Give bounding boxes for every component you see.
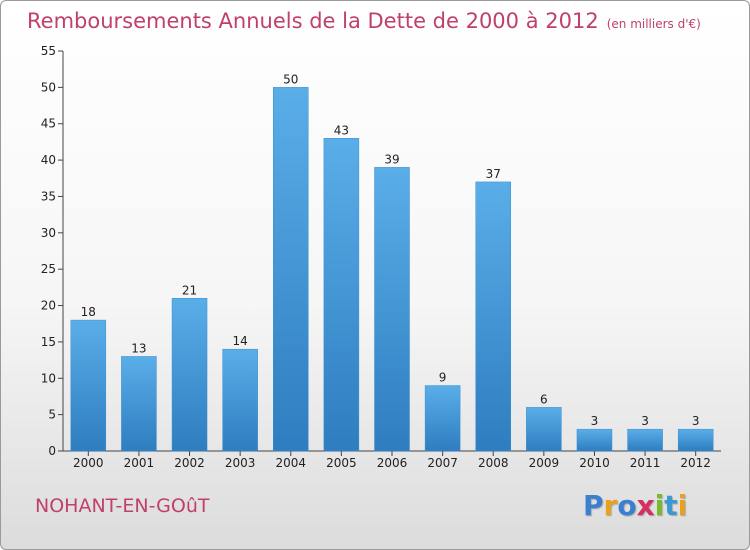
logo-letter: t	[664, 489, 678, 522]
x-tick-label: 2006	[377, 456, 408, 470]
bar-value-label: 37	[486, 167, 501, 181]
y-tick-label: 15	[41, 335, 56, 349]
proxiti-logo: Proxiti	[583, 489, 687, 522]
title-text: Remboursements Annuels de la Dette de 20…	[27, 9, 599, 33]
y-tick-label: 35	[41, 189, 56, 203]
logo-letter: r	[603, 489, 618, 522]
bar	[70, 319, 107, 452]
bar-value-label: 3	[692, 414, 700, 428]
city-name: NOHANT-EN-GOûT	[35, 495, 210, 517]
x-tick-label: 2005	[326, 456, 357, 470]
bar-value-label: 3	[591, 414, 599, 428]
bar	[424, 385, 461, 452]
chart-title: Remboursements Annuels de la Dette de 20…	[27, 9, 701, 33]
bar-value-label: 6	[540, 392, 548, 406]
y-tick-label: 0	[48, 444, 56, 458]
logo-letter: o	[617, 489, 637, 522]
logo-letter: i	[677, 489, 688, 522]
y-tick-label: 45	[41, 117, 56, 131]
bar-value-label: 14	[233, 334, 248, 348]
bar-value-label: 18	[81, 305, 96, 319]
y-tick-label: 30	[41, 226, 56, 240]
bar	[273, 87, 309, 452]
x-tick-label: 2011	[630, 456, 661, 470]
bar	[576, 428, 613, 452]
y-tick-label: 50	[41, 80, 56, 94]
bar-value-label: 21	[182, 283, 197, 297]
bar	[171, 298, 208, 452]
y-tick-label: 10	[41, 371, 56, 385]
x-tick-label: 2000	[73, 456, 104, 470]
y-tick-label: 55	[41, 44, 56, 58]
x-tick-label: 2008	[478, 456, 509, 470]
logo-letter: i	[654, 489, 665, 522]
x-tick-label: 2001	[124, 456, 155, 470]
chart-bars	[70, 87, 714, 452]
bar-value-label: 13	[131, 341, 146, 355]
x-tick-label: 2004	[275, 456, 306, 470]
y-tick-label: 20	[41, 299, 56, 313]
bar	[475, 181, 511, 452]
y-tick-label: 25	[41, 262, 56, 276]
x-tick-label: 2012	[680, 456, 711, 470]
bar-value-label: 3	[641, 414, 649, 428]
title-unit: (en milliers d'€)	[606, 17, 701, 31]
bar	[677, 428, 714, 452]
chart-labels: 0 5 10 15 20 25 30 35 40 45 50 55 2000 18 2001 13 2002 21…	[41, 44, 711, 470]
bar	[323, 138, 360, 452]
y-tick-label: 40	[41, 153, 56, 167]
bar-value-label: 39	[384, 152, 399, 166]
bar-value-label: 43	[334, 123, 349, 137]
x-tick-label: 2007	[427, 456, 458, 470]
bar	[222, 348, 258, 452]
y-tick-label: 5	[48, 408, 56, 422]
bar	[627, 428, 663, 452]
bar-value-label: 9	[439, 371, 447, 385]
bar	[374, 167, 410, 452]
x-tick-label: 2003	[225, 456, 256, 470]
x-tick-label: 2002	[174, 456, 205, 470]
bar	[121, 356, 157, 452]
x-tick-label: 2009	[529, 456, 560, 470]
logo-letter: x	[636, 489, 655, 522]
bar	[526, 407, 562, 452]
bar-value-label: 50	[283, 72, 298, 86]
logo-letter: P	[583, 489, 604, 522]
x-tick-label: 2010	[579, 456, 610, 470]
